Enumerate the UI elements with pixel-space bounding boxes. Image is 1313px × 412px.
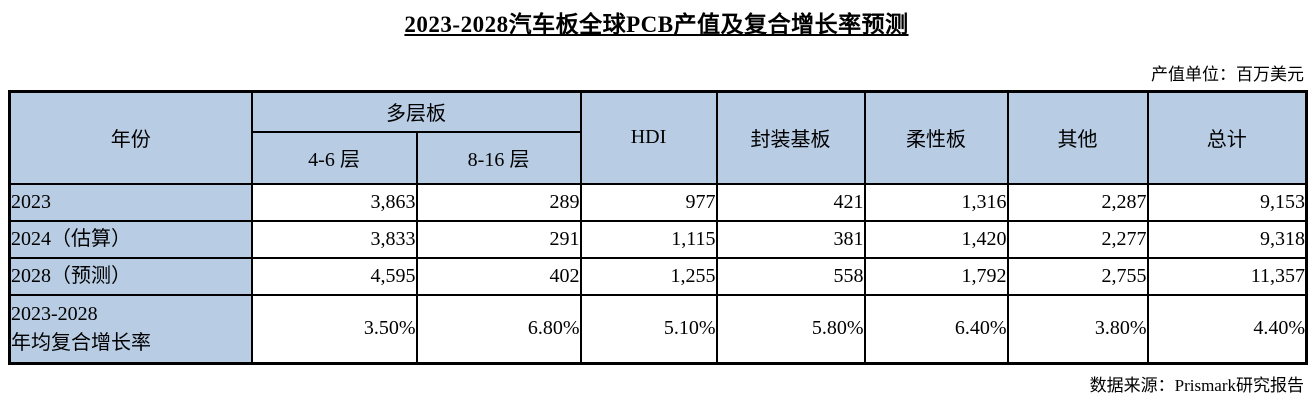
row-label-2024-estimate: 2024（估算） bbox=[8, 219, 253, 259]
table-cell: 2,277 bbox=[1006, 219, 1149, 259]
table-cell: 5.10% bbox=[579, 293, 718, 365]
table-cell: 402 bbox=[415, 256, 582, 296]
table-cell: 289 bbox=[415, 182, 582, 222]
header-row-top: 年份 多层板 HDI 封装基板 柔性板 其他 总计 bbox=[8, 90, 1308, 185]
table-cell: 6.80% bbox=[415, 293, 582, 365]
table-cell: 11,357 bbox=[1146, 256, 1308, 296]
row-label-cagr: 2023-2028 年均复合增长率 bbox=[8, 293, 253, 365]
col-header-flex: 柔性板 bbox=[863, 90, 1009, 185]
table-cell: 5.80% bbox=[715, 293, 866, 365]
table-cell: 3.80% bbox=[1006, 293, 1149, 365]
page-title: 2023-2028汽车板全球PCB产值及复合增长率预测 bbox=[404, 12, 909, 37]
table-cell: 3,833 bbox=[250, 219, 418, 259]
table-cell: 2,755 bbox=[1006, 256, 1149, 296]
unit-note: 产值单位：百万美元 bbox=[1151, 65, 1304, 84]
table-cell: 1,316 bbox=[863, 182, 1009, 222]
pcb-forecast-table: 年份 多层板 HDI 封装基板 柔性板 其他 总计 4-6 层 8-16 层 2… bbox=[8, 90, 1308, 365]
row-label-2023: 2023 bbox=[8, 182, 253, 222]
table-cell: 421 bbox=[715, 182, 866, 222]
table-cell: 1,792 bbox=[863, 256, 1009, 296]
col-header-total: 总计 bbox=[1146, 90, 1308, 185]
table-row-2023: 2023 3,863 289 977 421 1,316 2,287 9,153 bbox=[8, 182, 1308, 222]
table-cell: 3.50% bbox=[250, 293, 418, 365]
table-row-cagr: 2023-2028 年均复合增长率 3.50% 6.80% 5.10% 5.80… bbox=[8, 293, 1308, 365]
table-cell: 291 bbox=[415, 219, 582, 259]
col-header-multilayer-group: 多层板 bbox=[250, 90, 582, 133]
table-cell: 4.40% bbox=[1146, 293, 1308, 365]
table-row-2024-estimate: 2024（估算） 3,833 291 1,115 381 1,420 2,277… bbox=[8, 219, 1308, 259]
table-cell: 558 bbox=[715, 256, 866, 296]
table-cell: 4,595 bbox=[250, 256, 418, 296]
header-row-sub: 4-6 层 8-16 层 bbox=[10, 130, 1307, 185]
table-cell: 977 bbox=[579, 182, 718, 222]
col-header-8-16-layers: 8-16 层 bbox=[415, 130, 582, 185]
col-header-4-6-layers: 4-6 层 bbox=[250, 130, 418, 185]
table-row-2028-forecast: 2028（预测） 4,595 402 1,255 558 1,792 2,755… bbox=[8, 256, 1308, 296]
table-cell: 381 bbox=[715, 219, 866, 259]
row-label-2028-forecast: 2028（预测） bbox=[8, 256, 253, 296]
col-header-substrate: 封装基板 bbox=[715, 90, 866, 185]
table-cell: 2,287 bbox=[1006, 182, 1149, 222]
table-cell: 9,153 bbox=[1146, 182, 1308, 222]
col-header-year: 年份 bbox=[8, 90, 253, 185]
col-header-hdi: HDI bbox=[579, 90, 718, 185]
table-cell: 3,863 bbox=[250, 182, 418, 222]
table-cell: 1,255 bbox=[579, 256, 718, 296]
source-note: 数据来源：Prismark研究报告 bbox=[1089, 376, 1304, 395]
table-cell: 6.40% bbox=[863, 293, 1009, 365]
col-header-other: 其他 bbox=[1006, 90, 1149, 185]
table-cell: 9,318 bbox=[1146, 219, 1308, 259]
table-cell: 1,115 bbox=[579, 219, 718, 259]
table-cell: 1,420 bbox=[863, 219, 1009, 259]
